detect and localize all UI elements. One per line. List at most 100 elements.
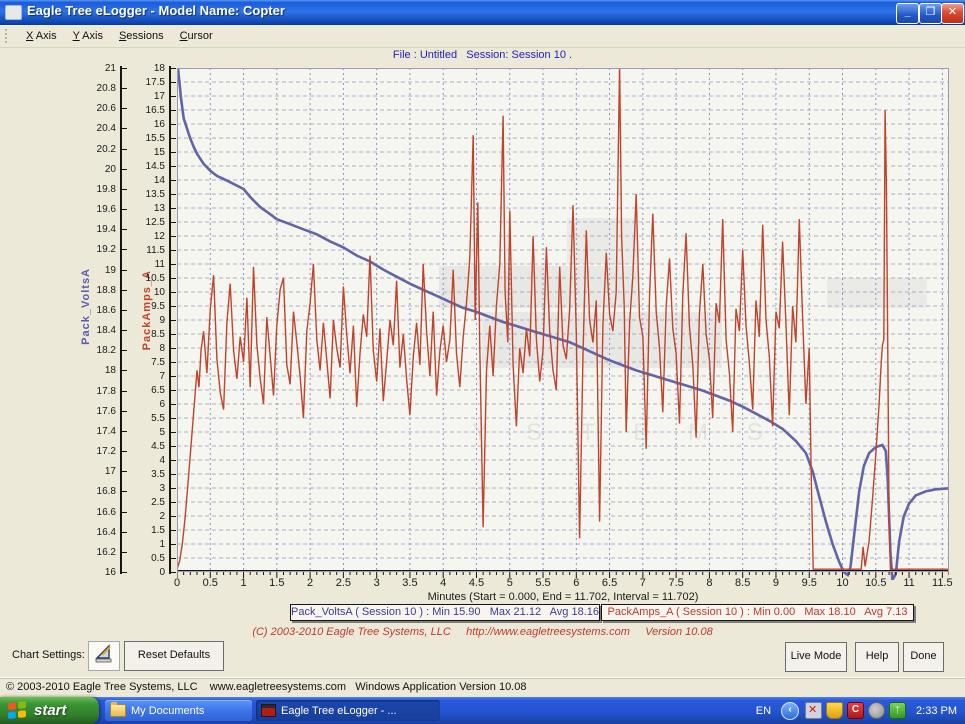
x-tick-label: 5 <box>506 577 513 589</box>
menu-sessions[interactable]: Sessions <box>118 30 164 42</box>
x-tick-label: 4 <box>440 577 447 589</box>
y-tick-label: 19.6 <box>96 204 116 216</box>
y-tick-label: 4 <box>159 455 165 466</box>
windows-logo-icon <box>8 700 28 720</box>
y-tick-label: 17.8 <box>96 385 116 397</box>
help-button[interactable]: Help <box>855 642 899 672</box>
axis-tick <box>171 376 176 377</box>
axis-tick <box>171 530 176 531</box>
axis-tick <box>171 306 176 307</box>
axis-tick <box>122 88 127 89</box>
y-tick-label: 1.5 <box>151 525 165 536</box>
axis-tick <box>171 432 176 433</box>
axis-tick <box>122 512 127 513</box>
axis-tick <box>171 236 176 237</box>
x-tick-label: 11 <box>903 577 915 589</box>
y-tick-label: 16.8 <box>96 486 116 498</box>
axis-tick <box>171 208 176 209</box>
x-tick-label: 3.5 <box>402 577 418 589</box>
y-tick-label: 7 <box>159 371 165 382</box>
menu-y-axis[interactable]: Y Axis <box>72 30 103 42</box>
status-bar: © 2003-2010 Eagle Tree Systems, LLC www.… <box>0 677 965 698</box>
axis-tick <box>171 278 176 279</box>
axis-tick <box>122 290 127 291</box>
axis-tick <box>122 108 127 109</box>
copyright-line: (C) 2003-2010 Eagle Tree Systems, LLC ht… <box>252 626 713 638</box>
axis-tick <box>171 544 176 545</box>
y-tick-label: 11.5 <box>146 245 165 256</box>
clock: 2:33 PM <box>916 704 957 717</box>
axis-tick <box>171 502 176 503</box>
axis-tick <box>122 169 127 170</box>
axis-tick <box>122 229 127 230</box>
y-tick-label: 4.5 <box>151 441 165 452</box>
close-button[interactable]: ✕ <box>941 3 964 24</box>
axis-tick <box>122 451 127 452</box>
axis-tick <box>171 516 176 517</box>
axis-tick <box>171 152 176 153</box>
y-tick-label: 1 <box>159 539 165 550</box>
x-tick-label: 10 <box>836 577 849 589</box>
axis-tick <box>122 249 127 250</box>
axis-tick <box>171 222 176 223</box>
x-tick-label: 8 <box>706 577 713 589</box>
volume-icon[interactable] <box>868 702 886 719</box>
reset-defaults-button[interactable]: Reset Defaults <box>124 641 224 671</box>
network-offline-icon[interactable] <box>805 702 823 719</box>
live-mode-button[interactable]: Live Mode <box>785 642 847 672</box>
status-bar-text: © 2003-2010 Eagle Tree Systems, LLC www.… <box>6 681 527 693</box>
y-tick-label: 10.5 <box>145 273 165 284</box>
axis-tick <box>171 194 176 195</box>
menu-x-axis[interactable]: X Axis <box>26 30 57 42</box>
y-tick-label: 16.4 <box>96 526 116 538</box>
taskbar: start My Documents Eagle Tree eLogger - … <box>0 697 965 724</box>
axis-tick <box>122 189 127 190</box>
y-tick-label: 17.2 <box>96 446 116 458</box>
start-button[interactable]: start <box>0 697 99 724</box>
language-indicator[interactable]: EN <box>755 704 772 717</box>
x-tick-label: 6.5 <box>601 577 618 589</box>
y-tick-label: 19.4 <box>96 224 116 236</box>
done-button[interactable]: Done <box>903 642 944 672</box>
legend-volts: Pack_VoltsA ( Session 10 ) : Min 15.90 M… <box>290 604 600 621</box>
amps-axis-line <box>169 66 171 574</box>
axis-tick <box>171 460 176 461</box>
eagle-tree-app-icon <box>261 704 276 717</box>
x-tick-labels: 0 0.5 1 1.5 2 2.5 3 3.5 4 4.5 5 5.5 6 6.5 7 7.5 8 8.5 9 9.5… <box>174 577 953 590</box>
window-title: Eagle Tree eLogger - Model Name: Copter <box>27 3 285 18</box>
y-tick-label: 18 <box>104 365 116 377</box>
series-lines <box>177 68 949 580</box>
y-tick-label: 18.8 <box>96 284 116 296</box>
minimize-button[interactable]: _ <box>896 3 919 24</box>
y-tick-label: 0.5 <box>151 553 165 564</box>
axis-tick <box>171 334 176 335</box>
y-tick-label: 6 <box>159 399 165 410</box>
axis-tick <box>171 348 176 349</box>
chart-plot[interactable]: Y S T E M S <box>177 68 949 580</box>
restore-button[interactable]: ❐ <box>919 3 942 24</box>
antivirus-icon[interactable]: C <box>847 702 865 719</box>
y-tick-label: 7.5 <box>151 357 165 368</box>
y-tick-label: 6.5 <box>151 385 165 396</box>
menu-bar: X Axis Y Axis Sessions Cursor <box>0 25 965 48</box>
axis-tick <box>122 431 127 432</box>
security-shield-icon[interactable] <box>826 702 844 719</box>
hide-icons-chevron[interactable]: ‹ <box>781 701 800 720</box>
x-tick-label: 1.5 <box>269 577 285 589</box>
task-my-documents[interactable]: My Documents <box>105 700 252 721</box>
chart-settings-button[interactable] <box>88 641 120 671</box>
axis-tick <box>122 370 127 371</box>
y-tick-label: 20.4 <box>96 123 116 135</box>
axis-tick <box>122 350 127 351</box>
chart-settings-label: Chart Settings: <box>12 649 85 661</box>
axis-tick <box>171 264 176 265</box>
x-tick-label: 5.5 <box>535 577 551 589</box>
task-eagle-tree-elogger[interactable]: Eagle Tree eLogger - ... <box>256 700 440 721</box>
wireless-icon[interactable]: ᛉ <box>889 702 907 719</box>
y-tick-label: 16.5 <box>145 105 165 116</box>
y-tick-label: 20 <box>104 163 116 175</box>
menu-cursor[interactable]: Cursor <box>179 30 213 42</box>
axis-tick <box>171 320 176 321</box>
axis-tick <box>171 292 176 293</box>
amps-axis-ticks <box>171 68 177 573</box>
